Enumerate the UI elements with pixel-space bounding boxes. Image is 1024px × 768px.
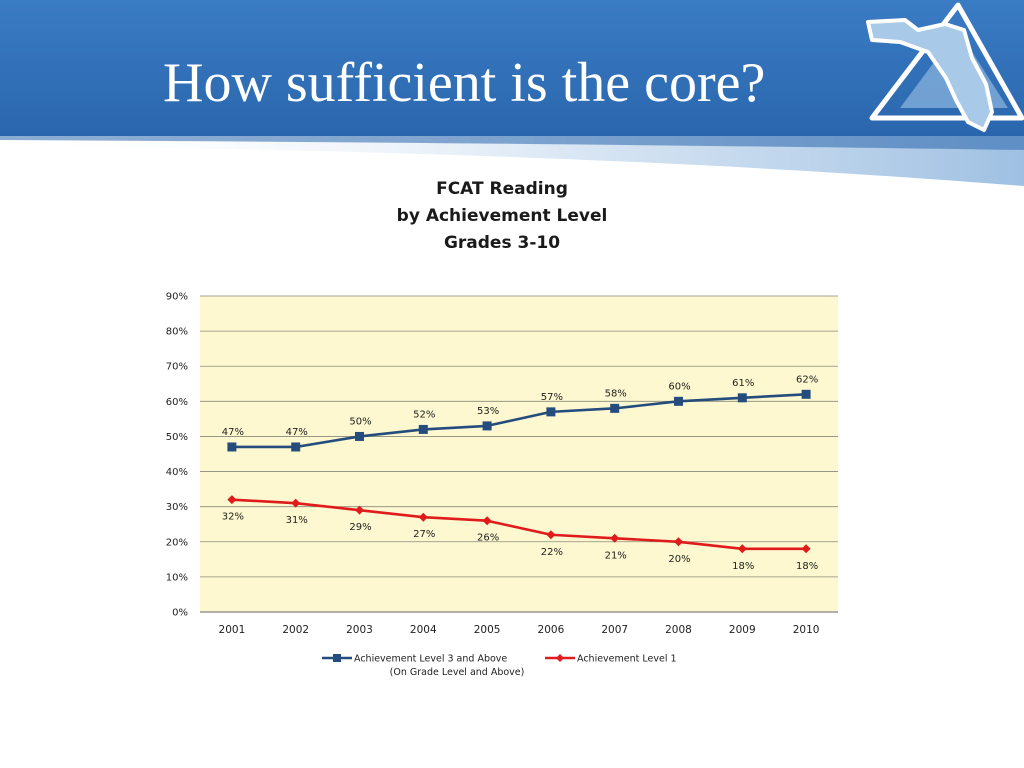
chart-title-line-1: FCAT Reading [436, 179, 568, 199]
florida-logo-icon [866, 2, 1024, 132]
data-label: 53% [477, 406, 499, 417]
x-tick-label: 2003 [346, 624, 373, 636]
series-1: 47% 47% 50% 52% 53% 57% 58% 60% 61% 62% [222, 374, 818, 452]
legend: Achievement Level 3 and Above (On Grade L… [322, 654, 677, 678]
data-label: 52% [413, 409, 435, 420]
data-point [291, 498, 301, 508]
data-label: 26% [477, 533, 499, 544]
data-point [355, 431, 364, 441]
legend-label: Achievement Level 1 [577, 654, 677, 665]
legend-swatch-marker [333, 654, 341, 662]
data-point [737, 544, 747, 554]
series: 47% 47% 50% 52% 53% 57% 58% 60% 61% 62% 32% 31% 29% 2… [222, 374, 818, 571]
legend-item-2: Achievement Level 1 [545, 654, 677, 665]
data-label: 47% [222, 427, 244, 438]
data-point [610, 403, 620, 413]
data-point [355, 505, 364, 515]
data-label: 61% [732, 378, 754, 389]
data-label: 21% [605, 550, 627, 561]
plot-area [200, 296, 838, 612]
data-label: 27% [413, 529, 435, 540]
data-label: 60% [668, 381, 690, 392]
chart-title-line-3: Grades 3-10 [443, 233, 561, 253]
x-tick-label: 2004 [410, 624, 437, 636]
x-tick-label: 2005 [474, 624, 501, 636]
x-tick-label: 2007 [601, 624, 628, 636]
chart-title: FCAT Reading by Achievement Level Grades… [300, 176, 704, 257]
data-label: 62% [796, 374, 818, 385]
data-label: 18% [732, 561, 754, 572]
data-point [227, 442, 237, 452]
y-tick-label: 40% [166, 467, 188, 478]
data-point [674, 537, 683, 547]
data-label: 58% [605, 388, 627, 399]
chart-title-line-2: by Achievement Level [396, 206, 608, 226]
axes: 0% 10% 20% 30% 40% 50% 60% 70% 80% 90% 2001 2002 200… [166, 292, 838, 636]
header-band [0, 0, 1024, 186]
y-tick-label: 20% [166, 537, 188, 548]
y-tick-label: 0% [172, 608, 188, 619]
legend-item-1: Achievement Level 3 and Above (On Grade L… [322, 654, 525, 678]
data-label: 20% [668, 554, 690, 565]
y-tick-label: 90% [166, 292, 188, 303]
series-line [231, 498, 807, 551]
data-point [610, 533, 620, 543]
data-point [291, 442, 301, 452]
series-2: 32% 31% 29% 27% 26% 22% 21% 20% 18% 18% [222, 495, 818, 572]
data-point [418, 512, 428, 522]
data-point [801, 389, 811, 399]
data-point [418, 424, 428, 434]
y-tick-label: 60% [166, 397, 188, 408]
data-point [546, 407, 556, 417]
data-point [482, 421, 492, 431]
data-label: 32% [222, 512, 244, 523]
data-label: 47% [286, 427, 308, 438]
y-tick-label: 50% [166, 432, 188, 443]
x-tick-label: 2010 [793, 624, 820, 636]
data-point [801, 544, 811, 554]
data-label: 31% [286, 515, 308, 526]
data-point [546, 530, 556, 540]
y-tick-label: 70% [166, 362, 188, 373]
data-point [674, 396, 683, 406]
y-tick-label: 30% [166, 502, 188, 513]
data-point [482, 516, 492, 526]
y-tick-label: 10% [166, 572, 188, 583]
x-tick-label: 2008 [665, 624, 692, 636]
legend-label: Achievement Level 3 and Above [354, 654, 507, 665]
legend-label-line-2: (On Grade Level and Above) [390, 667, 525, 678]
y-tick-label: 80% [166, 327, 188, 338]
data-point [227, 495, 237, 505]
data-label: 18% [796, 561, 818, 572]
x-tick-label: 2006 [538, 624, 565, 636]
data-label: 22% [541, 547, 563, 558]
legend-swatch-marker [556, 654, 564, 662]
data-label: 57% [541, 392, 563, 403]
slide-title: How sufficient is the core? [163, 52, 766, 114]
data-point [737, 393, 747, 403]
data-label: 29% [349, 522, 371, 533]
x-tick-label: 2009 [729, 624, 756, 636]
x-tick-label: 2001 [219, 624, 246, 636]
data-label: 50% [349, 416, 371, 427]
series-line [231, 393, 807, 449]
x-tick-label: 2002 [282, 624, 309, 636]
